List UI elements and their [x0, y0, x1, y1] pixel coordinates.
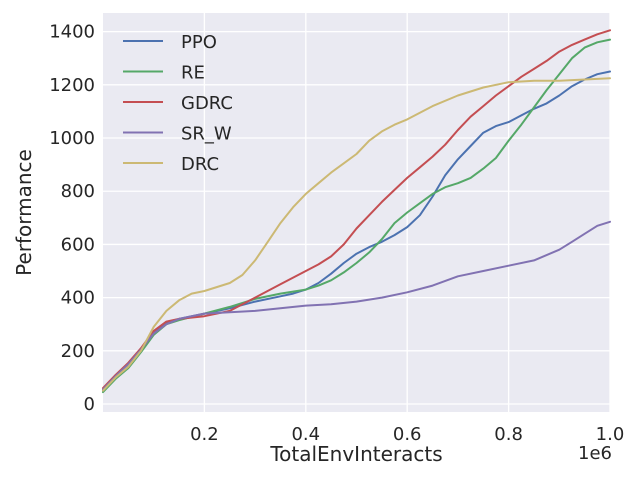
legend-label: GDRC	[181, 93, 233, 114]
y-tick-label: 200	[61, 341, 95, 362]
legend-label: RE	[181, 63, 205, 84]
tick-labels: 0.2 0.4 0.6 0.8 1.0 0 200 400 600 800 1000 1200 1400	[49, 22, 624, 445]
x-axis-label: TotalEnvInteracts	[269, 442, 442, 466]
grid-lines	[103, 13, 611, 412]
y-tick-label: 1000	[49, 128, 95, 149]
legend: PPO RE GDRC SR_W DRC	[123, 32, 233, 175]
y-tick-label: 1400	[49, 22, 95, 43]
y-tick-label: 600	[61, 234, 95, 255]
legend-label: PPO	[181, 32, 217, 53]
series-line-drc	[102, 77, 611, 392]
plot-area	[103, 13, 610, 412]
series-lines	[102, 29, 611, 394]
y-tick-label: 400	[61, 288, 95, 309]
series-line-sr-w	[102, 220, 611, 391]
y-tick-label: 1200	[49, 75, 95, 96]
y-tick-label: 800	[61, 181, 95, 202]
x-tick-label: 0.2	[190, 424, 219, 445]
legend-label: SR_W	[181, 124, 232, 145]
x-tick-label: 0.8	[494, 424, 523, 445]
x-tick-label: 0.4	[291, 424, 320, 445]
x-tick-label: 1.0	[596, 424, 625, 445]
y-tick-label: 0	[84, 394, 95, 415]
legend-label: DRC	[181, 154, 219, 175]
y-axis-label: Performance	[12, 149, 36, 276]
x-tick-label: 0.6	[393, 424, 422, 445]
x-axis-offset-label: 1e6	[578, 443, 612, 464]
